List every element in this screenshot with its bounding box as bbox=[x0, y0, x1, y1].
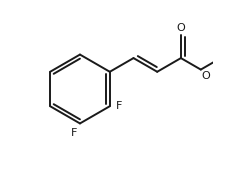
Text: F: F bbox=[116, 101, 122, 111]
Text: O: O bbox=[202, 71, 210, 81]
Text: F: F bbox=[70, 128, 77, 138]
Text: O: O bbox=[176, 23, 185, 33]
